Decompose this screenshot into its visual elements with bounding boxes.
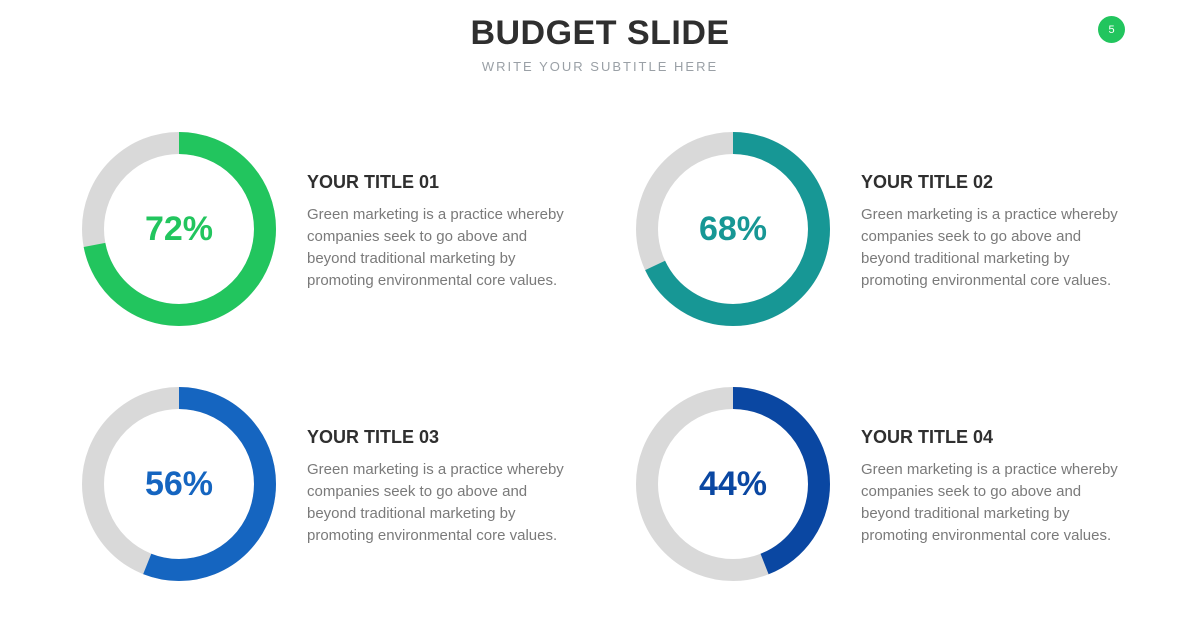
chart-card-4: 44% YOUR TITLE 04 Green marketing is a p…	[634, 385, 1154, 595]
donut-value-1: 72%	[144, 209, 214, 248]
card-description-2: Green marketing is a practice whereby co…	[861, 206, 1118, 289]
donut-fill-1	[82, 132, 276, 326]
donut-svg-1	[82, 132, 276, 326]
slide-title: BUDGET SLIDE	[470, 14, 730, 52]
donut-fill-3	[82, 387, 276, 581]
chart-card-3: 56% YOUR TITLE 03 Green marketing is a p…	[80, 385, 600, 595]
donut-value-3: 56%	[144, 464, 214, 503]
card-description-3: Green marketing is a practice whereby co…	[307, 461, 564, 544]
donut-chart-1: 72%	[80, 130, 278, 328]
donut-chart-2: 68%	[634, 130, 832, 328]
donut-svg-2	[636, 132, 830, 326]
donut-svg-3	[82, 387, 276, 581]
card-description-4: Green marketing is a practice whereby co…	[861, 461, 1118, 544]
card-description-1: Green marketing is a practice whereby co…	[307, 206, 564, 289]
card-title-1: YOUR TITLE 01	[307, 172, 440, 192]
page-number-badge: 5	[1098, 16, 1125, 43]
donut-value-2: 68%	[698, 209, 768, 248]
chart-card-2: 68% YOUR TITLE 02 Green marketing is a p…	[634, 130, 1154, 340]
slide-subtitle: WRITE YOUR SUBTITLE HERE	[481, 59, 719, 74]
donut-fill-2	[636, 132, 830, 326]
donut-value-4: 44%	[698, 464, 768, 503]
card-title-4: YOUR TITLE 04	[861, 427, 994, 447]
donut-chart-3: 56%	[80, 385, 278, 583]
donut-fill-4	[636, 387, 830, 581]
card-title-3: YOUR TITLE 03	[307, 427, 440, 447]
chart-card-1: 72% YOUR TITLE 01 Green marketing is a p…	[80, 130, 600, 340]
donut-svg-4	[636, 387, 830, 581]
card-title-2: YOUR TITLE 02	[861, 172, 994, 192]
donut-chart-4: 44%	[634, 385, 832, 583]
